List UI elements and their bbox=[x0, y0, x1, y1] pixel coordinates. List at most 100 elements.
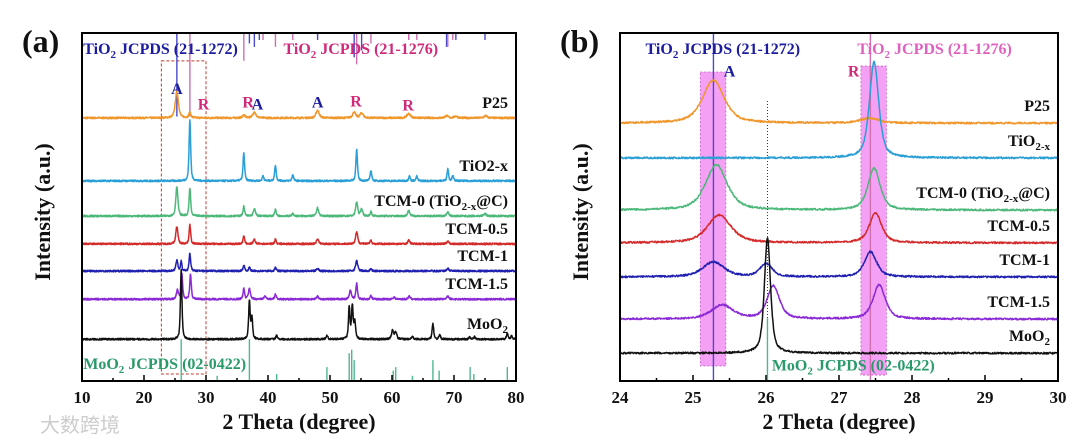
text-part: TiO bbox=[284, 41, 311, 58]
subscript: 2 bbox=[885, 49, 891, 61]
subscript: 2 bbox=[1045, 336, 1051, 348]
phase-label: R bbox=[350, 93, 362, 110]
text-part: TCM-0 (TiO bbox=[916, 185, 1003, 202]
text-part: TCM-0.5 bbox=[987, 218, 1050, 235]
subscript: 2 bbox=[807, 366, 813, 378]
reference-label: MoO2 JCPDS (02-0422) bbox=[772, 358, 935, 378]
reference-label: TiO2 JCPDS (21-1276) bbox=[284, 41, 439, 61]
subscript: 2 bbox=[119, 364, 125, 376]
text-part: JCPDS (21-1276) bbox=[316, 41, 438, 58]
series-label: TiO2-x bbox=[1008, 133, 1050, 153]
series-line-p25 bbox=[81, 90, 517, 120]
series-line-tcm-0-tio2-x-c- bbox=[619, 163, 1059, 212]
phase-label: A bbox=[252, 97, 264, 114]
subscript: 2-x bbox=[1004, 193, 1019, 205]
reference-label: MoO2 JCPDS (02-0422) bbox=[83, 356, 246, 376]
x-tick-label: 70 bbox=[446, 388, 463, 407]
series-line-tcm-1 bbox=[619, 250, 1059, 279]
text-part: TCM-0 (TiO bbox=[374, 193, 461, 210]
phase-label: R bbox=[242, 94, 254, 111]
phase-label: R bbox=[198, 97, 210, 114]
x-axis-label: 2 Theta (degree) bbox=[762, 409, 915, 434]
x-tick-label: 80 bbox=[508, 388, 525, 407]
x-tick-label: 24 bbox=[612, 388, 630, 407]
text-part: TiO bbox=[83, 41, 110, 58]
series-line-tcm-1-5 bbox=[81, 272, 517, 301]
series-label: TiO2-x bbox=[459, 158, 508, 175]
x-tick-label: 29 bbox=[977, 388, 994, 407]
phase-label: A bbox=[724, 64, 736, 81]
text-part: MoO bbox=[1009, 328, 1045, 345]
phase-label: A bbox=[312, 94, 324, 111]
x-tick-label: 28 bbox=[904, 388, 921, 407]
x-tick-label: 60 bbox=[384, 388, 401, 407]
x-axis-label: 2 Theta (degree) bbox=[222, 409, 375, 434]
text-part: @C) bbox=[476, 193, 508, 210]
text-part: JCPDS (21-1276) bbox=[890, 41, 1012, 58]
series-label: TCM-1 bbox=[999, 252, 1050, 269]
panel-label: (b) bbox=[560, 23, 599, 59]
series-line-tcm-1-5 bbox=[619, 283, 1059, 321]
reference-label: TiO2 JCPDS (21-1276) bbox=[857, 41, 1012, 61]
series-line-tio2-x bbox=[619, 60, 1059, 160]
x-tick-label: 25 bbox=[685, 388, 702, 407]
series-label: TCM-1.5 bbox=[445, 276, 508, 293]
x-tick-label: 10 bbox=[74, 388, 91, 407]
text-part: TCM-1.5 bbox=[445, 276, 508, 293]
text-part: TCM-1 bbox=[457, 248, 508, 265]
x-tick-label: 50 bbox=[322, 388, 339, 407]
text-part: JCPDS (21-1272) bbox=[678, 41, 800, 58]
y-axis-label: Intensity (a.u.) bbox=[30, 143, 55, 281]
phase-label: R bbox=[848, 64, 860, 81]
phase-label: A bbox=[171, 81, 183, 98]
text-part: P25 bbox=[482, 95, 508, 112]
text-part: @C) bbox=[1018, 185, 1050, 202]
reference-label: TiO2 JCPDS (21-1272) bbox=[646, 41, 801, 61]
series-label: TCM-0 (TiO2-x@C) bbox=[916, 185, 1050, 205]
series-label: TCM-0 (TiO2-x@C) bbox=[374, 193, 508, 213]
series-line-tio2-x bbox=[81, 119, 517, 183]
panel-label: (a) bbox=[22, 23, 59, 59]
subscript: 2-x bbox=[462, 201, 477, 213]
series-line-moo2 bbox=[81, 268, 517, 341]
x-tick-label: 40 bbox=[260, 388, 277, 407]
series-label: TCM-1.5 bbox=[987, 294, 1050, 311]
text-part: P25 bbox=[1024, 98, 1050, 115]
subscript: 2 bbox=[673, 49, 679, 61]
series-label: MoO2 bbox=[467, 316, 509, 336]
text-part: TCM-0.5 bbox=[445, 221, 508, 238]
series-line-tcm-0-tio2-x-c- bbox=[81, 186, 517, 218]
series-label: TCM-0.5 bbox=[987, 218, 1050, 235]
highlight-band bbox=[860, 65, 887, 376]
subscript: 2 bbox=[311, 49, 317, 61]
text-part: TiO bbox=[857, 41, 884, 58]
text-part: TiO bbox=[1008, 133, 1035, 150]
series-line-p25 bbox=[619, 79, 1059, 125]
text-part: MoO bbox=[467, 316, 503, 333]
text-part: JCPDS (02-0422) bbox=[124, 356, 246, 373]
text-part: TCM-1 bbox=[999, 252, 1050, 269]
subscript: 2 bbox=[503, 324, 509, 336]
subscript: 2 bbox=[111, 49, 117, 61]
series-label: P25 bbox=[1024, 98, 1050, 115]
series-label: TCM-1 bbox=[457, 248, 508, 265]
x-tick-label: 27 bbox=[831, 388, 849, 407]
x-tick-label: 30 bbox=[198, 388, 215, 407]
text-part: TiO2-x bbox=[459, 158, 508, 175]
text-part: JCPDS (02-0422) bbox=[813, 358, 935, 375]
text-part: TCM-1.5 bbox=[987, 294, 1050, 311]
y-axis-label: Intensity (a.u.) bbox=[568, 143, 593, 281]
text-part: JCPDS (21-1272) bbox=[116, 41, 238, 58]
series-line-tcm-0-5 bbox=[619, 211, 1059, 245]
series-line-tcm-1 bbox=[81, 252, 517, 273]
x-tick-label: 20 bbox=[136, 388, 153, 407]
watermark: 大数跨境 bbox=[40, 413, 120, 437]
series-label: P25 bbox=[482, 95, 508, 112]
x-tick-label: 30 bbox=[1050, 388, 1067, 407]
series-label: TCM-0.5 bbox=[445, 221, 508, 238]
text-part: MoO bbox=[83, 356, 119, 373]
text-part: TiO bbox=[646, 41, 673, 58]
reference-label: TiO2 JCPDS (21-1272) bbox=[83, 41, 238, 61]
